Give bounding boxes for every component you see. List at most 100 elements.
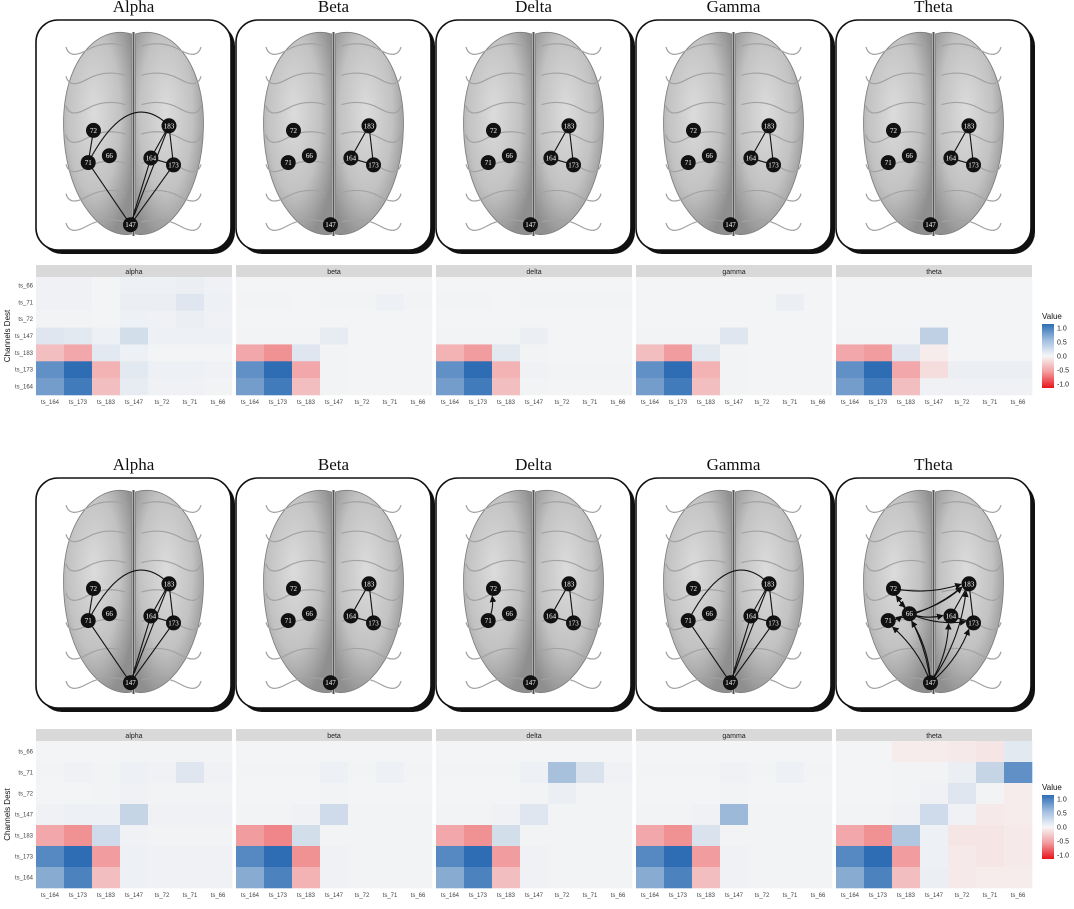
channel-node-label: 173: [368, 161, 379, 169]
heatmap-cell: [520, 310, 549, 328]
x-tick-label: ts_71: [783, 893, 798, 899]
gyrus-texture: [541, 530, 602, 543]
heatmap-cell: [1004, 310, 1033, 328]
heatmap-cell: [776, 293, 805, 312]
heatmap-cell: [204, 762, 233, 784]
heatmap-cell: [748, 378, 777, 396]
x-tick-label: ts_66: [211, 893, 226, 899]
gyrus-texture: [65, 219, 126, 231]
gyrus-texture: [541, 647, 602, 660]
heatmap-cell: [292, 846, 321, 868]
heatmap-cell: [120, 310, 149, 328]
heatmap-cell: [264, 762, 293, 784]
heatmap-cell: [348, 867, 377, 889]
heatmap-cell: [376, 361, 405, 379]
gyrus-texture: [65, 647, 126, 660]
facet-label: beta: [327, 269, 341, 276]
connection-edge: [129, 125, 170, 225]
heatmap-cell: [604, 293, 633, 312]
heatmap-cell: [748, 804, 777, 826]
channel-node-label: 173: [168, 161, 179, 169]
heatmap-cell: [348, 310, 377, 328]
heatmap-cell: [64, 361, 93, 379]
heatmap-cell: [776, 327, 805, 345]
heatmap-cell: [548, 344, 577, 362]
heatmap-cell: [464, 762, 493, 784]
heatmap-cell: [520, 293, 549, 312]
heatmap-cell: [320, 783, 349, 805]
gyrus-texture: [341, 219, 402, 231]
heatmap-cell: [64, 277, 93, 295]
heatmap-cell: [776, 825, 805, 847]
connection-edge: [687, 569, 770, 621]
legend-tick-label: -1.0: [1057, 853, 1069, 860]
gyrus-texture: [941, 101, 1002, 114]
x-tick-label: ts_164: [441, 400, 460, 406]
channel-node-label: 66: [506, 610, 514, 618]
heatmap-cell: [492, 867, 521, 889]
gyrus-texture: [541, 101, 602, 114]
heatmap-cell: [404, 310, 433, 328]
heatmap-cell: [976, 741, 1005, 763]
channel-node-label: 71: [285, 159, 293, 167]
heatmap-cell: [236, 344, 265, 362]
y-axis-title: Channels Dest: [3, 787, 12, 840]
x-tick-label: ts_71: [183, 893, 198, 899]
heatmap-cell: [204, 277, 233, 295]
heatmap-cell: [636, 378, 665, 396]
heatmap-cell: [36, 867, 65, 889]
heatmap-cell: [236, 825, 265, 847]
heatmap-cell: [836, 310, 865, 328]
heatmap-cell: [492, 293, 521, 312]
gyrus-texture: [465, 530, 526, 543]
x-tick-label: ts_183: [697, 400, 716, 406]
channel-node-label: 147: [325, 221, 336, 229]
heatmap-cell: [776, 361, 805, 379]
channel-node: [880, 155, 896, 171]
brain-panel: 72 71 66 183 164 173 147: [435, 477, 635, 712]
gyrus-texture: [941, 189, 1002, 202]
connection-edge: [129, 615, 152, 683]
gyrus-texture: [665, 677, 726, 689]
heatmap-cell: [836, 804, 865, 826]
heatmap-cell: [548, 783, 577, 805]
channel-node: [761, 118, 777, 134]
gyrus-texture: [141, 501, 202, 513]
heatmap-cell: [892, 293, 921, 312]
gyrus-texture: [741, 43, 802, 55]
heatmap-cell: [576, 846, 605, 868]
channel-node: [301, 148, 317, 164]
heatmap-cell: [320, 293, 349, 312]
gyrus-texture: [741, 101, 802, 114]
gyrus-texture: [541, 559, 602, 572]
brain-panel: 72 71 66 183 164 173 147: [835, 477, 1035, 712]
channel-node-label: 173: [968, 619, 979, 627]
connection-edge: [87, 162, 131, 226]
channel-node: [122, 675, 138, 691]
channel-node: [143, 150, 159, 166]
heatmap-cell: [664, 361, 693, 379]
gyrus-texture: [665, 647, 726, 660]
heatmap-cell: [148, 293, 177, 312]
brain-panel: 72 71 66 183 164 173 147: [635, 19, 835, 254]
heatmap-cell: [864, 846, 893, 868]
gyrus-texture: [141, 72, 202, 85]
heatmap-cell: [376, 867, 405, 889]
heatmap-cell: [64, 378, 93, 396]
channel-node-label: 66: [906, 152, 914, 160]
heatmap-cell: [864, 378, 893, 396]
x-tick-label: ts_72: [955, 400, 970, 406]
heatmap-cell: [64, 327, 93, 345]
heatmap-cell: [720, 825, 749, 847]
heatmap-cell: [92, 277, 121, 295]
gyrus-texture: [665, 72, 726, 85]
x-tick-label: ts_147: [325, 400, 344, 406]
channel-node: [685, 122, 701, 138]
x-tick-label: ts_66: [1011, 400, 1026, 406]
heatmap-cell: [92, 762, 121, 784]
heatmap-cell: [1004, 762, 1033, 784]
heatmap-cell: [692, 762, 721, 784]
gyrus-texture: [341, 559, 402, 572]
heatmap-cell: [176, 310, 205, 328]
